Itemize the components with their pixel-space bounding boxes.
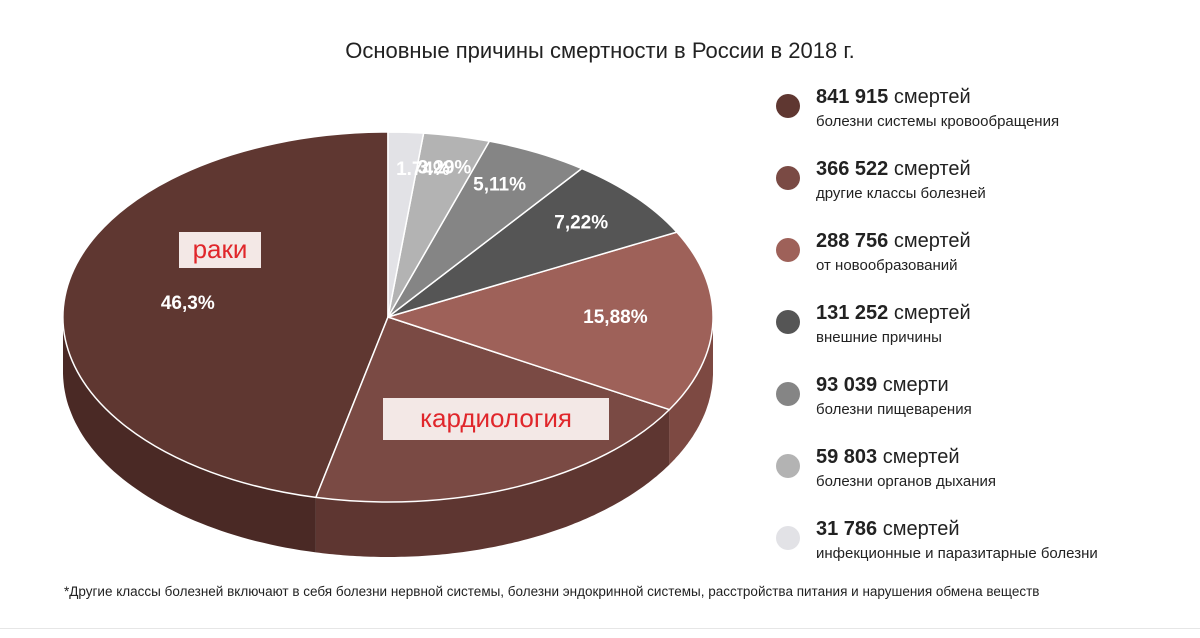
legend-count: 288 756	[816, 230, 889, 252]
legend-swatch	[776, 310, 800, 334]
legend-desc: болезни органов дыхания	[816, 473, 996, 490]
legend-swatch	[776, 94, 800, 118]
legend-item-neoplasms: 288 756 смертей от новообразований	[770, 230, 1190, 302]
legend-desc: болезни пищеварения	[816, 401, 972, 418]
pie-slice	[387, 131, 425, 318]
pie-slice-side	[63, 318, 316, 553]
legend-count: 366 522	[816, 158, 889, 180]
slice-percent-label: 15,88%	[583, 307, 648, 328]
svg-text:раки: раки	[193, 234, 248, 264]
legend-unit: смертей	[888, 230, 971, 252]
legend-desc: внешние причины	[816, 329, 942, 346]
legend-swatch	[776, 238, 800, 262]
slice-percent-label: 5,11%	[473, 175, 526, 196]
legend-item-digestive: 93 039 смерти болезни пищеварения	[770, 374, 1190, 446]
legend-count: 131 252	[816, 302, 889, 324]
svg-text:кардиология: кардиология	[420, 403, 572, 433]
slice-annotation: кардиология	[383, 398, 609, 440]
legend-item-infectious: 31 786 смертей инфекционные и паразитарн…	[770, 518, 1190, 590]
legend: 841 915 смертей болезни системы кровообр…	[770, 86, 1190, 590]
legend-item-respiratory: 59 803 смертей болезни органов дыхания	[770, 446, 1190, 518]
legend-item-circulatory: 841 915 смертей болезни системы кровообр…	[770, 86, 1190, 158]
pie-slice-side	[669, 318, 713, 465]
legend-swatch	[776, 526, 800, 550]
legend-unit: смертей	[888, 86, 971, 108]
legend-unit: смертей	[877, 518, 960, 540]
legend-count: 31 786	[816, 518, 878, 540]
slice-percent-label: 1.74%	[396, 159, 450, 180]
footnote: *Другие классы болезней включают в себя …	[64, 584, 1040, 599]
legend-count: 93 039	[816, 374, 878, 396]
legend-desc: от новообразований	[816, 257, 958, 274]
legend-unit: смерти	[877, 374, 949, 396]
legend-count: 59 803	[816, 446, 878, 468]
pie-slice	[387, 167, 678, 318]
slice-percent-label: 7,22%	[554, 213, 608, 234]
legend-unit: смертей	[888, 158, 971, 180]
pie-slice	[387, 231, 714, 411]
chart-title: Основные причины смертности в России в 2…	[345, 38, 855, 63]
slice-percent-label: 46,3%	[161, 293, 215, 314]
legend-swatch	[776, 454, 800, 478]
legend-item-external: 131 252 смертей внешние причины	[770, 302, 1190, 374]
legend-desc: болезни системы кровообращения	[816, 113, 1060, 130]
legend-count: 841 915	[816, 86, 889, 108]
legend-swatch	[776, 166, 800, 190]
legend-unit: смертей	[888, 302, 971, 324]
pie-slice	[62, 131, 389, 499]
legend-desc: инфекционные и паразитарные болезни	[816, 545, 1098, 562]
legend-desc: другие классы болезней	[816, 185, 986, 202]
pie-slice-side	[315, 409, 670, 557]
slice-annotation: раки	[179, 232, 261, 268]
slice-percent-label: 3.29%	[417, 158, 471, 179]
pie-chart: 46,3%20,16%15,88%7,22%5,11%3.29%1.74%кар…	[62, 131, 714, 557]
legend-unit: смертей	[877, 446, 960, 468]
legend-swatch	[776, 382, 800, 406]
divider	[0, 628, 1200, 629]
legend-item-other: 366 522 смертей другие классы болезней	[770, 158, 1190, 230]
